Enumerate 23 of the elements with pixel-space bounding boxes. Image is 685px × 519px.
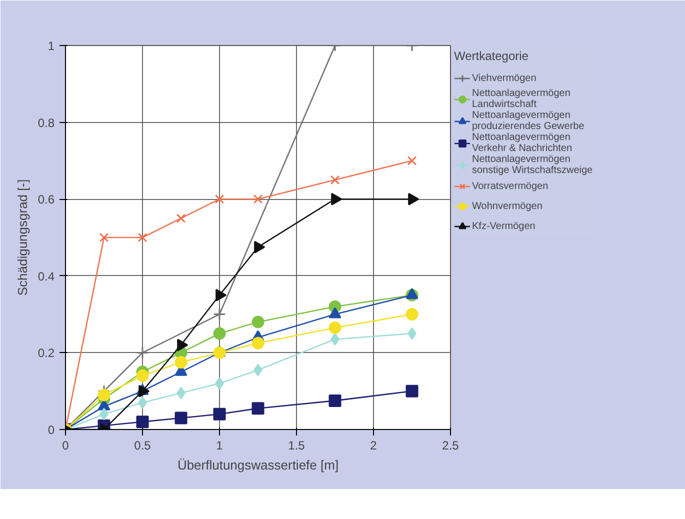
legend-label: Kfz-Vermögen [472, 220, 536, 232]
x-tick-label: 0 [62, 438, 70, 452]
y-tick-label: 0.6 [38, 192, 55, 207]
y-tick-label: 0.8 [38, 116, 55, 130]
y-tick-label: 0.2 [38, 346, 55, 360]
legend-label: Nettoanlagevermögen sonstige Wirtschaftszweige [472, 154, 593, 176]
legend-label: Vorratsvermögen [472, 180, 548, 192]
x-tick-label: 1 [216, 438, 224, 452]
legend-label: Nettoanlagevermögen Verkehr & Nachrichten [472, 132, 572, 154]
y-tick-label: 0 [48, 423, 55, 437]
legend-label: Wohnvermögen [472, 200, 542, 212]
x-tick-label: 1.5 [288, 438, 306, 452]
x-tick-label: 2 [370, 438, 378, 452]
legend-title: Wertkategorie [454, 49, 530, 63]
x-tick-label: 2.5 [442, 438, 460, 452]
y-tick-label: 1 [48, 39, 55, 53]
y-axis-title: Schädigungsgrad [-] [14, 179, 30, 296]
legend-label: Nettoanlagevermögen Landwirtschaft [472, 88, 570, 110]
legend-label: Viehvermögen [472, 72, 536, 84]
x-tick-label: 0.5 [134, 438, 152, 452]
y-tick-label: 0.4 [38, 269, 55, 284]
x-axis-title: Überflutungswassertiefe [m] [177, 458, 339, 472]
legend-label: Nettoanlagevermögen produzierendes Gewerbe [472, 110, 584, 132]
